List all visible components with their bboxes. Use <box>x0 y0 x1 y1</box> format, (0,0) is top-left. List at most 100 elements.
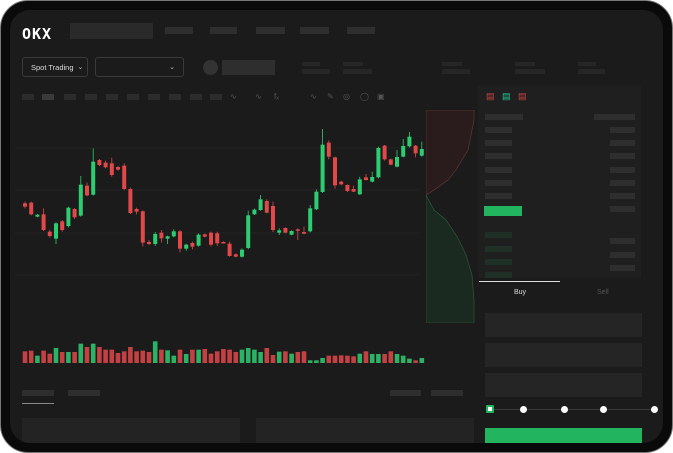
pair-dropdown[interactable]: ⌄ <box>95 57 184 77</box>
candle-body <box>196 234 201 246</box>
candle-body <box>41 214 46 230</box>
volume-bar <box>376 354 381 363</box>
buy-button[interactable] <box>485 428 642 443</box>
bid-depth-area <box>426 194 475 323</box>
price-chart[interactable] <box>10 10 663 443</box>
tab-buy[interactable]: Buy <box>514 289 527 296</box>
filter-button[interactable] <box>431 390 463 396</box>
active-tab-indicator <box>479 281 560 282</box>
interval-button[interactable] <box>64 94 76 100</box>
candle-body <box>184 244 189 249</box>
candle-body <box>78 184 83 216</box>
candle-body <box>351 189 356 192</box>
slider-step[interactable] <box>651 406 658 413</box>
interval-button[interactable] <box>106 94 118 100</box>
volume-bar <box>128 347 133 363</box>
candle-body <box>419 149 424 156</box>
volume-bar <box>214 351 220 363</box>
candle-body <box>202 234 207 237</box>
volume-bar <box>72 352 77 363</box>
slider-step[interactable] <box>600 406 607 413</box>
interval-button[interactable] <box>210 94 222 100</box>
interval-button[interactable] <box>42 94 54 100</box>
volume-bar <box>146 352 152 363</box>
bid-price <box>485 246 512 252</box>
slider-step[interactable] <box>561 406 568 413</box>
target-icon[interactable]: ◎ <box>343 92 350 101</box>
nav-item[interactable] <box>300 27 329 34</box>
volume-bar <box>307 360 313 363</box>
tab-underline <box>22 403 54 404</box>
filter-button[interactable] <box>390 390 421 396</box>
candle-body <box>66 207 71 226</box>
ask-price <box>485 140 512 146</box>
volume-bar <box>90 343 96 363</box>
nav-item[interactable] <box>165 27 193 34</box>
volume-bar <box>22 351 28 363</box>
tab-sell[interactable]: Sell <box>597 289 609 296</box>
slider-step[interactable] <box>520 406 527 413</box>
tab-order-history[interactable] <box>68 390 100 396</box>
candle-body <box>370 177 375 182</box>
candle-body <box>35 214 40 217</box>
volume-bar <box>109 349 115 363</box>
volume-bar <box>227 349 232 363</box>
interval-button[interactable] <box>169 94 181 100</box>
slider-handle[interactable] <box>486 405 494 413</box>
stat-label <box>343 62 363 66</box>
candle-body <box>97 160 102 165</box>
candle-body <box>91 161 96 195</box>
stat-label <box>302 62 320 66</box>
leverage-slider-track[interactable] <box>490 409 655 410</box>
volume-bar <box>338 355 344 363</box>
line-tool-icon[interactable]: ∿ <box>230 92 237 101</box>
total-input[interactable] <box>485 373 642 397</box>
candle-body <box>60 221 65 230</box>
volume-bar <box>295 352 301 363</box>
interval-button[interactable] <box>22 94 34 100</box>
orderbook-asks-icon[interactable]: ▤ <box>518 91 527 101</box>
volume-bar <box>41 350 46 363</box>
volume-bar <box>183 354 189 363</box>
circle-icon[interactable]: ◯ <box>360 92 369 101</box>
candle-body <box>320 144 325 192</box>
candle-body <box>258 199 263 210</box>
candle-body <box>364 177 368 180</box>
candle-body <box>140 211 145 243</box>
bid-price <box>485 259 512 265</box>
candle-body <box>165 236 170 239</box>
candle-body <box>252 209 257 215</box>
wave-icon[interactable]: ∿ <box>310 92 317 101</box>
candle-body <box>128 189 133 213</box>
tab-open-orders[interactable] <box>22 390 54 396</box>
ask-depth-area <box>426 110 475 196</box>
nav-item[interactable] <box>347 27 375 34</box>
volume-bar <box>270 355 276 363</box>
interval-button[interactable] <box>85 94 97 100</box>
nav-item[interactable] <box>256 27 285 34</box>
amount-input[interactable] <box>485 343 642 367</box>
nav-item[interactable] <box>210 27 237 34</box>
volume-bar <box>190 349 195 363</box>
interval-button[interactable] <box>148 94 160 100</box>
spot-trading-dropdown[interactable]: Spot Trading ⌄ <box>22 57 88 77</box>
volume-bar <box>400 355 406 363</box>
candle-body <box>345 185 350 191</box>
orderbook-bids-icon[interactable]: ▤ <box>502 91 511 101</box>
candle-body <box>271 206 275 230</box>
fx-icon[interactable]: fₓ <box>274 92 279 101</box>
interval-button[interactable] <box>190 94 202 100</box>
search-bar[interactable] <box>70 23 153 39</box>
candle-body <box>54 223 58 239</box>
stat-label <box>515 62 535 66</box>
candle-body <box>407 136 412 147</box>
interval-button[interactable] <box>127 94 139 100</box>
orderbook-both-icon[interactable]: ▤ <box>486 91 495 101</box>
expand-icon[interactable]: ▣ <box>377 92 385 101</box>
candle-body <box>227 243 232 256</box>
ask-amount <box>610 193 635 199</box>
indicator-icon[interactable]: ∿ <box>255 92 262 101</box>
ask-price <box>485 153 512 159</box>
price-input[interactable] <box>485 313 642 337</box>
pencil-icon[interactable]: ✎ <box>327 92 334 101</box>
